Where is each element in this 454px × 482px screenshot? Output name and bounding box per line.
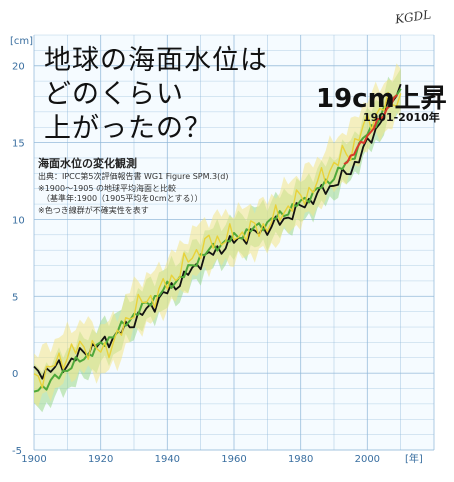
title-line-2: どのくらい bbox=[44, 79, 184, 110]
x-tick-label: 1940 bbox=[155, 454, 180, 465]
y-unit-label: [cm] bbox=[10, 36, 33, 47]
series-line bbox=[33, 91, 402, 389]
chart-subtitle: 海面水位の変化観測 bbox=[38, 157, 137, 170]
x-tick-label: 1920 bbox=[88, 454, 113, 465]
y-tick-labels: -5 0 5 10 15 20 bbox=[12, 62, 25, 457]
x-tick-labels: 1900 1920 1940 1960 1980 2000 bbox=[21, 454, 380, 465]
note-baseline-detail: （基準年:1900（1905平均を0cmとする）） bbox=[38, 194, 203, 203]
note-source: 出典：IPCC第5次評価報告書 WG1 Figure SPM.3(d) bbox=[38, 172, 229, 181]
y-tick-label: -5 bbox=[12, 446, 22, 457]
x-tick-label: 2000 bbox=[355, 454, 380, 465]
y-tick-label: 10 bbox=[12, 215, 25, 226]
title-line-1: 地球の海面水位は bbox=[44, 45, 268, 76]
y-tick-label: 0 bbox=[12, 369, 18, 380]
title-line-3: 上がったの？ bbox=[44, 113, 212, 144]
x-tick-label: 1900 bbox=[21, 454, 46, 465]
series-line bbox=[33, 88, 402, 393]
series-lines bbox=[33, 83, 402, 393]
y-tick-label: 5 bbox=[12, 292, 18, 303]
note-baseline: ※1900〜1905 の地球平均海面と比較 bbox=[38, 184, 176, 193]
x-unit-label: [年] bbox=[405, 452, 423, 465]
note-uncertainty: ※色つき線群が不確実性を表す bbox=[38, 206, 149, 215]
y-tick-label: 20 bbox=[12, 62, 25, 73]
x-tick-label: 1960 bbox=[221, 454, 246, 465]
period-label: 1901-2010年 bbox=[363, 111, 440, 124]
series-line bbox=[343, 94, 398, 165]
x-tick-label: 1980 bbox=[288, 454, 313, 465]
y-tick-label: 15 bbox=[12, 139, 25, 150]
headline-rise: 19cm上昇 bbox=[316, 84, 447, 114]
